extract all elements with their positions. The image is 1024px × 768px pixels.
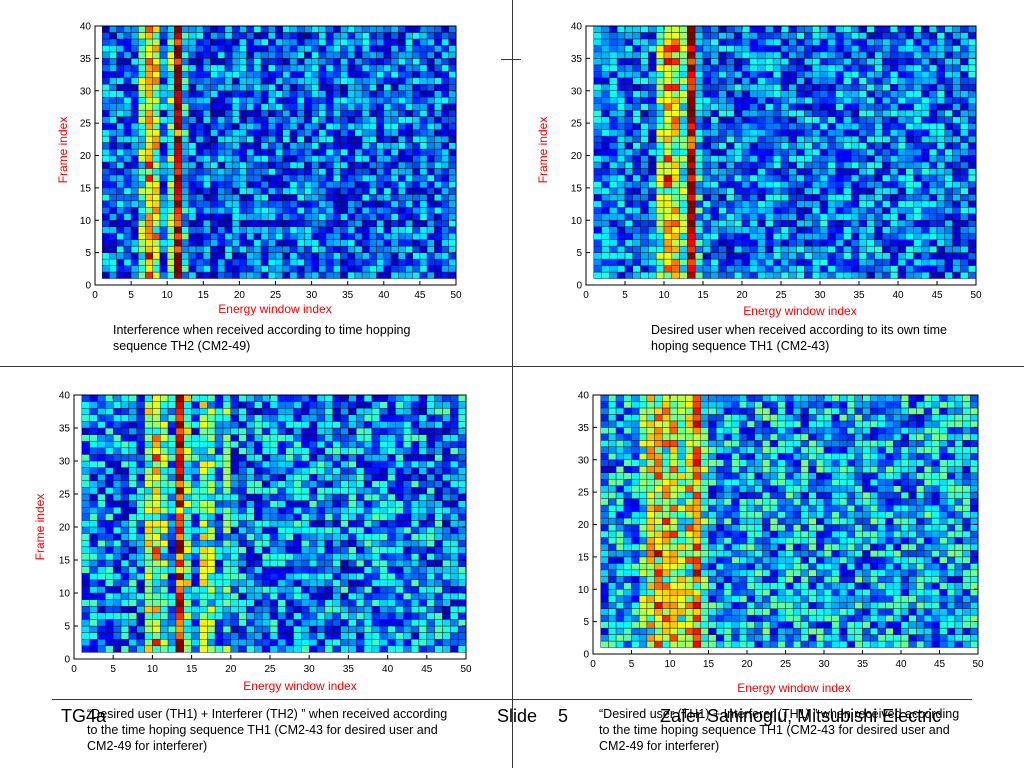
heatmap-cells xyxy=(101,25,457,279)
vertical-divider-bottom xyxy=(512,367,513,768)
vertical-divider-top xyxy=(512,0,513,366)
horizontal-divider xyxy=(0,366,1024,367)
footer-rule xyxy=(52,699,972,700)
crosshair-tick xyxy=(501,59,521,60)
